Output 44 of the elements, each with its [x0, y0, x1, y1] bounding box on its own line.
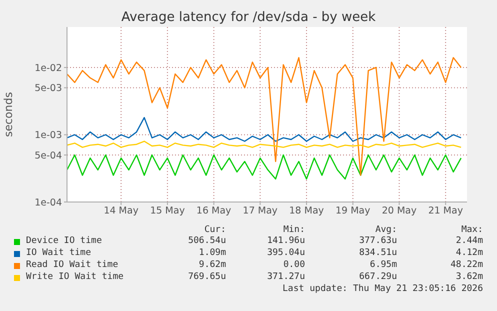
text: 9.62m: [198, 260, 226, 270]
text: 2.44m: [456, 236, 483, 246]
legend-label: Write IO Wait time: [26, 272, 124, 282]
text: 1.09m: [198, 248, 226, 258]
text: 4.12m: [456, 248, 483, 258]
text: Min:: [283, 225, 305, 235]
text: 0.00: [283, 260, 305, 270]
text: 6.95m: [370, 260, 397, 270]
y-tick-label: 1e-04: [34, 197, 62, 208]
y-tick-label: 5e-03: [34, 83, 62, 94]
chart-title: Average latency for /dev/sda - by week: [120, 10, 377, 25]
text: 377.63u: [359, 236, 397, 246]
text: 506.54u: [188, 236, 226, 246]
x-tick-label: 19 May: [336, 206, 371, 217]
text: Avg:: [375, 225, 397, 235]
y-tick-label: 1e-02: [34, 62, 62, 74]
text: Cur:: [204, 225, 226, 235]
text: 48.22m: [450, 260, 483, 270]
text: 3.62m: [456, 272, 483, 282]
y-axis-title: seconds: [2, 92, 15, 137]
x-tick-label: 15 May: [150, 206, 186, 217]
legend-label: Device IO time: [26, 236, 102, 246]
x-tick-label: 14 May: [104, 206, 139, 217]
text: 769.65u: [188, 272, 226, 282]
x-tick-label: 18 May: [289, 206, 324, 217]
line-series: [67, 154, 462, 180]
line-series: [67, 57, 462, 176]
x-tick-label: 16 May: [196, 206, 232, 217]
text: 834.51u: [359, 248, 397, 258]
text: Max:: [461, 225, 483, 235]
legend-label: Read IO Wait time: [26, 260, 118, 270]
line-series: [67, 140, 462, 148]
x-tick-label: 20 May: [382, 206, 417, 217]
text: 371.27u: [267, 272, 305, 282]
y-tick-label: 5e-04: [34, 150, 62, 162]
legend-label: IO Wait time: [26, 248, 92, 258]
text: Last update: Thu May 21 23:05:16 2026: [282, 284, 483, 294]
text: 395.04u: [267, 248, 305, 258]
y-tick-label: 1e-03: [34, 130, 62, 142]
text: 141.96u: [267, 236, 305, 246]
x-tick-label: 21 May: [428, 206, 464, 217]
text: 667.29u: [359, 272, 397, 282]
x-tick-label: 17 May: [242, 206, 278, 217]
line-series: [67, 116, 462, 142]
